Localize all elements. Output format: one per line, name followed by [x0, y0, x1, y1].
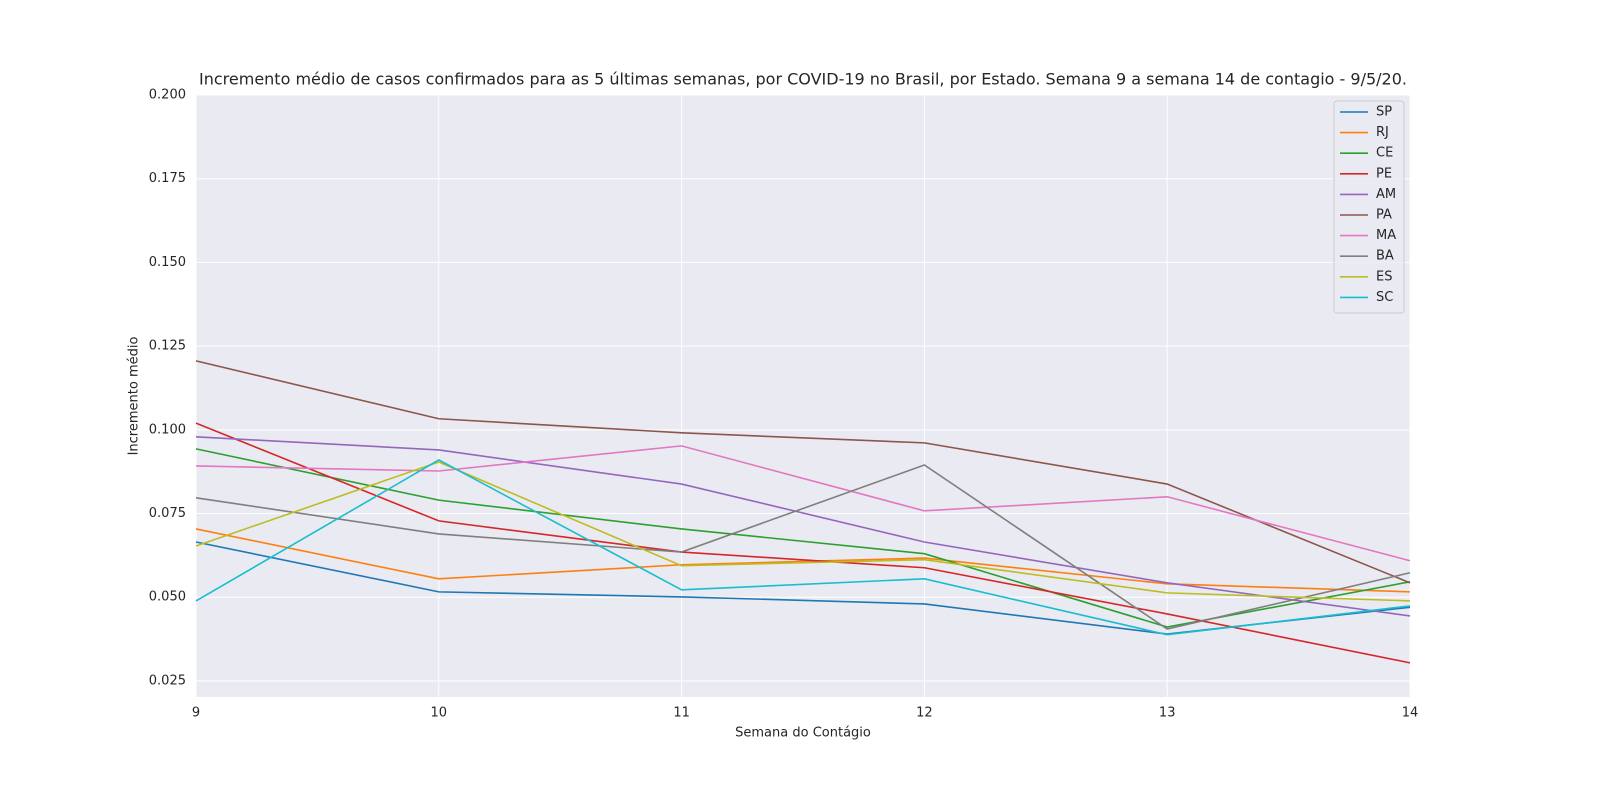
legend: SP RJ CE PE AM PA MA BA ES SC	[1333, 100, 1405, 314]
y-tick-label: 0.075	[149, 506, 186, 521]
y-tick-label: 0.175	[149, 171, 186, 186]
legend-label: AM	[1376, 187, 1396, 202]
lines	[195, 360, 1411, 664]
series-line	[195, 360, 1411, 584]
legend-label: RJ	[1376, 125, 1389, 140]
legend-label: PE	[1376, 166, 1392, 181]
legend-label: ES	[1376, 269, 1392, 284]
x-tick-label: 9	[192, 706, 200, 721]
x-tick-label: 12	[916, 706, 933, 721]
legend-label: SC	[1376, 290, 1393, 305]
y-tick-label: 0.025	[149, 673, 186, 688]
x-axis-label: Semana do Contágio	[735, 726, 871, 741]
x-tick-label: 13	[1159, 706, 1176, 721]
series-line	[195, 436, 1411, 617]
y-tick-label: 0.050	[149, 590, 186, 605]
grid	[195, 94, 1411, 697]
series-line	[195, 459, 1411, 636]
legend-label: BA	[1376, 249, 1394, 264]
y-tick-label: 0.150	[149, 255, 186, 270]
legend-label: MA	[1376, 228, 1396, 243]
series-line	[195, 422, 1411, 664]
y-axis-label: Incremento médio	[127, 337, 142, 456]
series-line	[195, 461, 1411, 602]
x-tick-label: 10	[431, 706, 448, 721]
legend-label: SP	[1376, 105, 1392, 120]
series-line	[195, 528, 1411, 593]
series-line	[195, 445, 1411, 562]
y-tick-label: 0.100	[149, 422, 186, 437]
legend-label: CE	[1376, 146, 1393, 161]
chart-title: Incremento médio de casos confirmados pa…	[199, 70, 1407, 89]
y-tick-label: 0.200	[149, 88, 186, 103]
series-line	[195, 464, 1411, 630]
x-tick-label: 11	[673, 706, 690, 721]
x-tick-label: 14	[1402, 706, 1419, 721]
legend-label: PA	[1376, 208, 1392, 223]
plot-background	[196, 95, 1410, 697]
y-tick-label: 0.125	[149, 339, 186, 354]
